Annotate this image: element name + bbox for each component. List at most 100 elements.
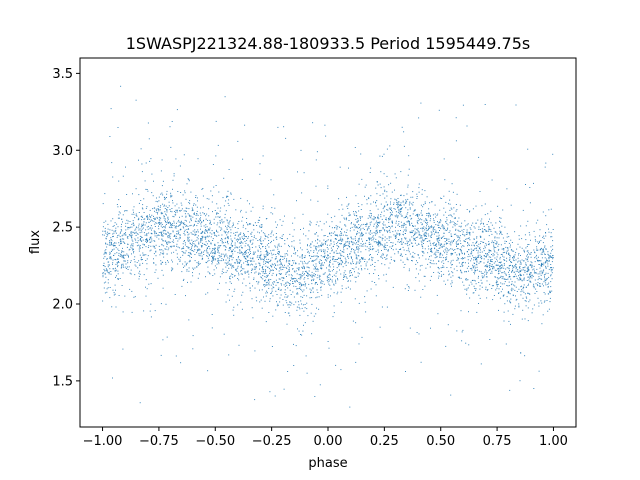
data-point xyxy=(435,230,437,232)
data-point xyxy=(331,270,333,272)
data-point xyxy=(365,265,367,267)
data-point xyxy=(498,293,499,294)
data-point xyxy=(429,262,431,264)
data-point xyxy=(240,251,242,253)
data-point xyxy=(345,259,347,261)
data-point xyxy=(159,249,161,251)
data-point xyxy=(316,232,317,234)
data-point xyxy=(412,213,414,215)
data-point xyxy=(540,278,542,280)
data-point xyxy=(364,268,366,270)
data-point xyxy=(517,261,519,263)
data-point xyxy=(400,210,402,212)
data-point xyxy=(175,235,177,237)
data-point xyxy=(537,279,539,281)
data-point xyxy=(243,235,245,237)
data-point xyxy=(381,211,383,213)
data-point xyxy=(298,263,300,265)
data-point xyxy=(204,250,206,252)
data-point xyxy=(258,262,260,264)
data-point xyxy=(437,271,439,273)
data-point xyxy=(393,208,395,209)
data-point xyxy=(299,308,301,310)
data-point xyxy=(223,230,225,232)
data-point xyxy=(205,245,207,246)
data-point xyxy=(466,232,468,233)
data-point xyxy=(274,245,276,247)
data-point xyxy=(247,244,249,246)
data-point xyxy=(348,167,349,169)
data-point xyxy=(237,267,239,269)
data-point xyxy=(485,286,487,288)
data-point xyxy=(181,271,183,273)
data-point xyxy=(276,305,278,307)
data-point xyxy=(238,262,240,264)
data-point xyxy=(189,221,191,223)
data-point xyxy=(317,270,319,272)
data-point xyxy=(512,288,514,290)
data-point xyxy=(186,220,187,222)
data-point xyxy=(346,277,348,279)
data-point xyxy=(451,216,453,218)
data-point xyxy=(331,232,333,234)
data-point xyxy=(115,259,117,261)
data-point xyxy=(369,237,371,239)
data-point xyxy=(106,233,108,235)
data-point xyxy=(545,284,547,286)
data-point xyxy=(196,262,198,264)
data-point xyxy=(110,271,112,272)
data-point xyxy=(259,256,261,258)
data-point xyxy=(217,144,219,146)
data-point xyxy=(495,282,497,284)
data-point xyxy=(438,275,440,277)
data-point xyxy=(229,255,231,257)
data-point xyxy=(412,201,414,203)
data-point xyxy=(458,236,460,238)
data-point xyxy=(195,221,197,223)
data-point xyxy=(263,263,265,265)
data-point xyxy=(303,284,304,286)
data-point xyxy=(227,238,229,240)
data-point xyxy=(205,224,207,226)
data-point xyxy=(300,288,301,290)
data-point xyxy=(192,275,194,277)
data-point xyxy=(140,259,142,261)
data-point xyxy=(322,244,324,246)
data-point xyxy=(121,223,122,225)
data-point xyxy=(138,244,140,246)
data-point xyxy=(528,269,530,271)
data-point xyxy=(290,294,292,295)
data-point xyxy=(242,224,244,226)
data-point xyxy=(283,284,285,286)
data-point xyxy=(547,286,549,288)
data-point xyxy=(383,206,385,208)
data-point xyxy=(189,203,191,205)
data-point xyxy=(117,266,118,268)
data-point xyxy=(162,203,164,205)
data-point xyxy=(512,313,514,315)
data-point xyxy=(452,272,454,274)
data-point xyxy=(486,244,487,246)
data-point xyxy=(287,265,289,267)
data-point xyxy=(164,199,166,200)
data-point xyxy=(229,247,231,248)
data-point xyxy=(300,149,302,151)
data-point xyxy=(364,301,366,303)
data-point xyxy=(163,229,165,231)
data-point xyxy=(442,265,444,267)
data-point xyxy=(214,232,215,234)
data-point xyxy=(352,241,354,243)
data-point xyxy=(295,345,297,347)
data-point xyxy=(260,255,262,256)
data-point xyxy=(508,320,510,322)
data-point xyxy=(195,204,197,206)
data-point xyxy=(303,266,305,268)
data-point xyxy=(376,226,378,228)
data-point xyxy=(207,266,209,268)
data-point xyxy=(494,236,496,238)
data-point xyxy=(103,257,105,259)
data-point xyxy=(327,281,329,283)
data-point xyxy=(150,158,152,160)
data-point xyxy=(486,230,488,232)
data-point xyxy=(262,278,264,280)
